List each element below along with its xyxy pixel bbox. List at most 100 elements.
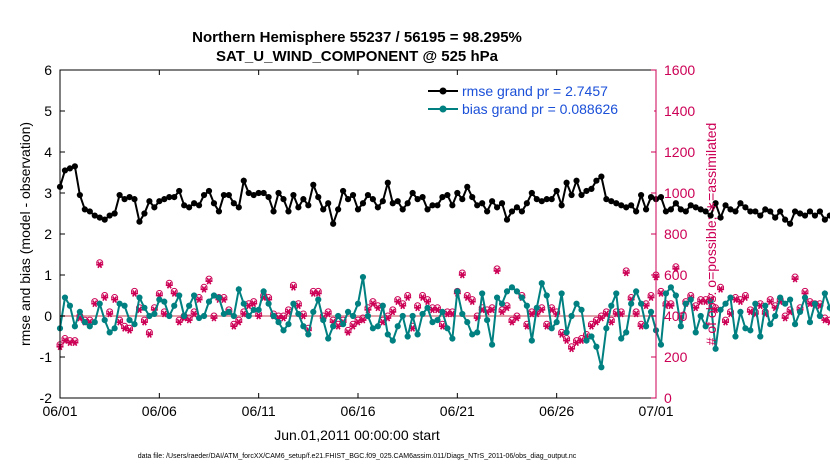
rmse-point — [215, 208, 223, 215]
rmse-point — [305, 202, 312, 209]
bias-point — [493, 294, 501, 301]
bias-point — [151, 310, 158, 318]
rmse-point — [523, 200, 530, 207]
rmse-point — [156, 198, 163, 205]
rmse-series-points — [56, 163, 830, 227]
obs-assimilated-point — [160, 310, 168, 318]
rmse-point — [161, 196, 168, 203]
rmse-point — [354, 206, 362, 213]
obs-assimilated-point — [722, 318, 730, 326]
obs-assimilated-point — [468, 298, 476, 306]
y-right-tick-label: 800 — [664, 226, 688, 242]
bias-point — [464, 319, 471, 326]
bias-point — [161, 298, 168, 305]
y-right-tick-label: 0 — [664, 390, 672, 406]
bias-point — [742, 325, 749, 332]
bias-point — [677, 323, 684, 330]
rmse-point — [727, 206, 734, 213]
bias-point — [767, 321, 774, 328]
obs-assimilated-point — [433, 306, 441, 314]
y-left-tick-label: 1 — [44, 267, 52, 283]
rmse-point — [692, 204, 699, 211]
obs-assimilated-point — [175, 318, 183, 326]
obs-assimilated-point — [289, 283, 297, 291]
bias-point — [439, 308, 446, 315]
bias-point — [369, 325, 376, 332]
rmse-point — [459, 196, 466, 203]
bias-point — [811, 300, 819, 307]
rmse-point — [364, 191, 372, 199]
obs-assimilated-point — [488, 306, 496, 314]
obs-assimilated-point — [424, 298, 432, 306]
bias-point — [638, 300, 645, 307]
bias-point — [91, 319, 98, 326]
obs-assimilated-point — [190, 310, 198, 318]
rmse-point — [101, 216, 108, 223]
rmse-point — [548, 196, 555, 203]
rmse-point — [662, 208, 670, 215]
bias-point — [732, 333, 739, 340]
rmse-point — [444, 191, 451, 199]
rmse-point — [265, 194, 272, 201]
bias-point — [588, 333, 595, 340]
rmse-point — [270, 208, 277, 215]
legend-box — [424, 80, 654, 120]
rmse-point — [330, 220, 337, 227]
rmse-point — [126, 194, 133, 201]
bias-point — [642, 323, 650, 330]
bias-point — [255, 306, 262, 313]
obs-assimilated-point — [106, 310, 114, 318]
bias-point — [116, 300, 123, 307]
bias-point — [578, 306, 585, 313]
rmse-point — [205, 187, 213, 195]
rmse-point — [389, 200, 396, 207]
rmse-point — [464, 183, 471, 190]
bias-point — [603, 325, 610, 332]
bias-point — [414, 331, 421, 338]
y-left-tick-label: 4 — [44, 144, 52, 160]
y-right-axis-ticks: 0 200 400 600 800 1000 1200 1400 1600 — [651, 62, 695, 406]
bias-point — [245, 312, 252, 320]
rmse-point — [141, 210, 148, 217]
rmse-point — [280, 196, 287, 203]
rmse-point — [493, 204, 501, 211]
bias-point — [310, 308, 317, 315]
rmse-point — [816, 208, 824, 215]
y-right-tick-label: 200 — [664, 349, 688, 365]
obs-assimilated-point — [438, 322, 446, 330]
rmse-point — [498, 200, 506, 207]
bias-point — [777, 294, 784, 301]
bias-point — [195, 314, 203, 322]
rmse-point — [603, 196, 610, 203]
y-left-tick-label: -1 — [40, 349, 53, 365]
obs-assimilated-point — [463, 294, 471, 301]
rmse-point — [230, 200, 237, 207]
obs-assimilated-point — [96, 261, 104, 269]
bias-point — [121, 302, 128, 309]
legend-bias-label: bias grand pr = 0.088626 — [462, 101, 618, 117]
y-left-tick-label: 0 — [44, 308, 52, 324]
rmse-point — [484, 208, 491, 215]
bias-point — [71, 323, 79, 330]
bias-point — [717, 306, 724, 313]
rmse-point — [210, 200, 218, 207]
obs-assimilated-point — [116, 318, 124, 326]
bias-point — [821, 290, 828, 297]
rmse-point — [325, 200, 332, 207]
bias-point — [141, 304, 148, 311]
rmse-point — [528, 189, 535, 197]
rmse-point — [374, 204, 381, 211]
obs-assimilated-point — [498, 308, 506, 316]
rmse-point — [439, 194, 446, 201]
bias-point — [558, 290, 565, 297]
rmse-point — [61, 167, 69, 174]
bias-point — [225, 308, 232, 315]
y-left-axis-ticks: -2 -1 0 1 2 3 4 5 6 — [40, 62, 65, 406]
rmse-point — [186, 204, 193, 211]
rmse-point — [335, 206, 342, 213]
obs-assimilated-point — [642, 302, 650, 310]
rmse-point — [702, 208, 709, 215]
obs-assimilated-point — [250, 300, 258, 308]
bias-point — [449, 335, 456, 342]
